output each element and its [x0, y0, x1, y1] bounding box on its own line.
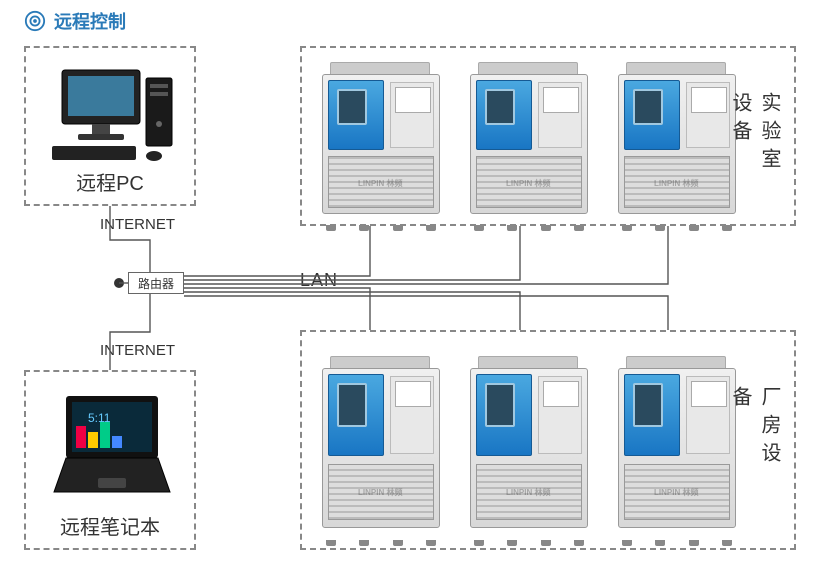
internet-label-top: INTERNET: [100, 216, 175, 233]
desktop-pc-icon: [46, 68, 176, 168]
remote-pc-box: 远程PC: [24, 46, 196, 206]
lab-label: 实验室设备: [726, 92, 784, 180]
chamber-icon: LINPIN 林频: [612, 60, 742, 225]
internet-label-bottom: INTERNET: [100, 342, 175, 359]
chamber-icon: LINPIN 林频: [316, 60, 446, 225]
factory-chamber-row: LINPIN 林频 LINPIN 林频 LINPIN 林频: [316, 354, 742, 540]
chamber-icon: LINPIN 林频: [316, 354, 446, 540]
factory-label: 厂房设备: [726, 386, 784, 494]
page-title-row: 远程控制: [0, 0, 820, 34]
router-label: 路由器: [128, 272, 184, 294]
remote-laptop-box: 5:11 远程笔记本: [24, 370, 196, 550]
page-title: 远程控制: [54, 8, 126, 34]
chamber-icon: LINPIN 林频: [464, 60, 594, 225]
router-node-icon: [114, 278, 124, 288]
lab-chamber-row: LINPIN 林频 LINPIN 林频 LINPIN 林频: [316, 60, 742, 225]
chamber-icon: LINPIN 林频: [612, 354, 742, 540]
lab-equipment-box: LINPIN 林频 LINPIN 林频 LINPIN 林频 实验室设备: [300, 46, 796, 226]
remote-laptop-label: 远程笔记本: [26, 511, 194, 540]
target-icon: [24, 10, 46, 32]
factory-equipment-box: LINPIN 林频 LINPIN 林频 LINPIN 林频 厂房设备: [300, 330, 796, 550]
laptop-icon: 5:11: [44, 392, 180, 502]
lan-label: LAN: [300, 270, 338, 291]
chamber-icon: LINPIN 林频: [464, 354, 594, 540]
remote-pc-label: 远程PC: [26, 167, 194, 196]
